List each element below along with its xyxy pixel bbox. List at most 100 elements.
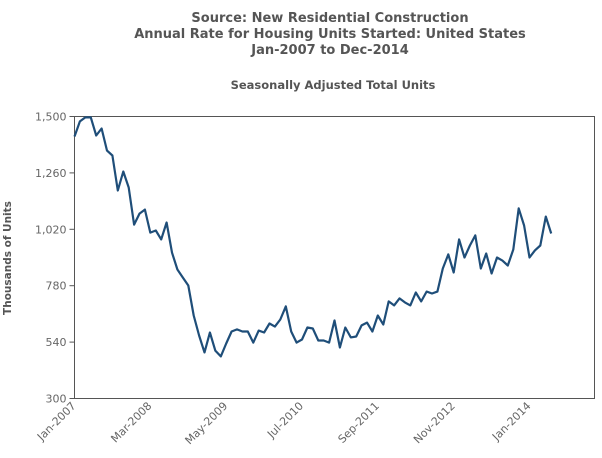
y-tick-label: 1,020 <box>35 223 67 236</box>
data-point[interactable] <box>516 205 522 211</box>
data-point[interactable] <box>277 317 283 323</box>
data-point[interactable] <box>212 348 218 354</box>
data-point[interactable] <box>169 250 175 256</box>
data-point[interactable] <box>332 318 338 324</box>
data-point[interactable] <box>499 258 505 264</box>
data-point[interactable] <box>532 247 538 253</box>
x-tick-label: Jul-2010 <box>264 399 306 441</box>
data-point[interactable] <box>326 340 332 346</box>
data-point[interactable] <box>239 329 245 335</box>
data-point[interactable] <box>310 326 316 332</box>
data-point[interactable] <box>548 231 554 237</box>
data-point[interactable] <box>472 232 478 238</box>
x-axis: Jan-2007 Mar-2008 May-2009 Jul-2010 Sep-2011… <box>34 399 533 447</box>
data-point[interactable] <box>202 349 208 355</box>
data-point[interactable] <box>196 333 202 339</box>
data-point[interactable] <box>424 289 430 295</box>
data-point[interactable] <box>315 338 321 344</box>
data-point[interactable] <box>72 134 78 140</box>
data-point[interactable] <box>413 290 419 296</box>
y-tick-label: 1,500 <box>35 111 67 124</box>
data-point[interactable] <box>256 328 262 334</box>
x-tick-label: Jan-2014 <box>489 399 533 443</box>
data-point[interactable] <box>483 251 489 257</box>
data-point[interactable] <box>521 223 527 229</box>
data-point[interactable] <box>375 313 381 319</box>
x-tick-label: Mar-2008 <box>108 399 154 445</box>
data-point[interactable] <box>299 337 305 343</box>
data-point[interactable] <box>321 338 327 344</box>
data-point[interactable] <box>223 341 229 347</box>
data-point[interactable] <box>440 266 446 272</box>
data-point[interactable] <box>180 275 186 281</box>
data-point[interactable] <box>185 283 191 289</box>
data-point[interactable] <box>369 329 375 335</box>
data-point[interactable] <box>158 236 164 242</box>
data-point[interactable] <box>218 353 224 359</box>
data-point[interactable] <box>489 271 495 277</box>
data-point[interactable] <box>109 153 115 159</box>
data-point[interactable] <box>391 302 397 308</box>
data-point[interactable] <box>467 243 473 249</box>
data-point[interactable] <box>234 326 240 332</box>
data-point[interactable] <box>510 247 516 253</box>
data-point[interactable] <box>283 303 289 309</box>
data-point[interactable] <box>261 330 267 336</box>
data-point[interactable] <box>174 267 180 273</box>
data-point[interactable] <box>153 228 159 234</box>
chart-title-line-3: Jan-2007 to Dec-2014 <box>251 43 409 58</box>
data-point[interactable] <box>364 320 370 326</box>
data-point[interactable] <box>429 291 435 297</box>
data-point[interactable] <box>77 118 83 124</box>
data-point[interactable] <box>99 126 105 132</box>
data-point[interactable] <box>304 325 310 331</box>
data-point[interactable] <box>494 255 500 261</box>
data-point[interactable] <box>115 188 121 194</box>
data-point[interactable] <box>386 298 392 304</box>
data-point[interactable] <box>445 251 451 257</box>
data-point[interactable] <box>147 230 153 236</box>
data-point[interactable] <box>88 114 94 120</box>
data-point[interactable] <box>142 207 148 213</box>
data-point[interactable] <box>451 270 457 276</box>
data-point[interactable] <box>191 313 197 319</box>
data-point[interactable] <box>397 295 403 301</box>
data-point[interactable] <box>434 289 440 295</box>
data-point[interactable] <box>126 185 132 191</box>
data-point[interactable] <box>131 222 137 228</box>
data-point[interactable] <box>272 324 278 330</box>
data-point[interactable] <box>418 298 424 304</box>
data-point[interactable] <box>294 340 300 346</box>
data-point[interactable] <box>462 255 468 261</box>
data-point[interactable] <box>229 329 235 335</box>
data-point[interactable] <box>104 148 110 154</box>
data-point[interactable] <box>380 322 386 328</box>
y-tick-label: 300 <box>46 393 67 406</box>
data-point[interactable] <box>337 345 343 351</box>
series-group <box>72 114 554 359</box>
data-point[interactable] <box>407 302 413 308</box>
data-point[interactable] <box>82 114 88 120</box>
data-point[interactable] <box>353 334 359 340</box>
data-point[interactable] <box>359 322 365 328</box>
data-point[interactable] <box>164 220 170 226</box>
data-point[interactable] <box>250 340 256 346</box>
plot-area-frame <box>74 116 595 399</box>
data-point[interactable] <box>342 325 348 331</box>
data-point[interactable] <box>245 329 251 335</box>
data-point[interactable] <box>137 211 143 217</box>
data-point[interactable] <box>527 255 533 261</box>
data-point[interactable] <box>505 263 511 269</box>
data-point[interactable] <box>402 299 408 305</box>
data-point[interactable] <box>478 266 484 272</box>
data-point[interactable] <box>207 330 213 336</box>
data-point[interactable] <box>267 321 273 327</box>
data-point[interactable] <box>120 169 126 175</box>
data-point[interactable] <box>93 133 99 139</box>
data-point[interactable] <box>537 243 543 249</box>
data-point[interactable] <box>456 236 462 242</box>
data-point[interactable] <box>288 329 294 335</box>
data-point[interactable] <box>348 334 354 340</box>
data-point[interactable] <box>543 214 549 220</box>
